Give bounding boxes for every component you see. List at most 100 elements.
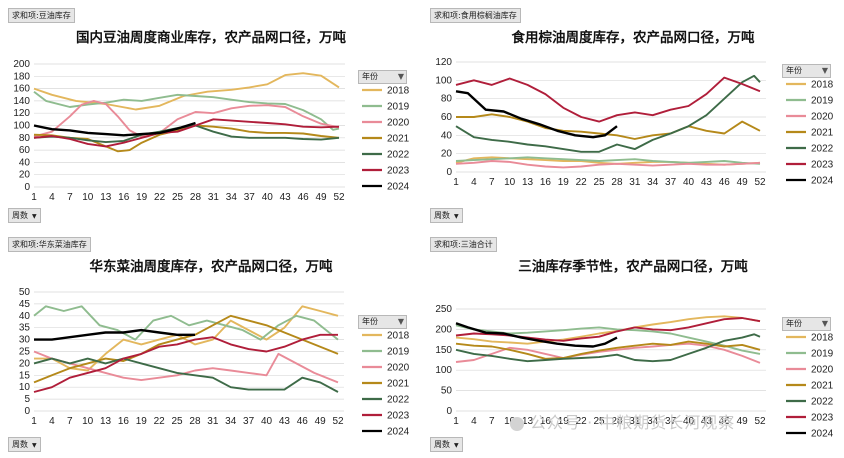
week-field-button[interactable]: 周数 ▼ [430,208,463,223]
series-line-2023 [33,118,340,148]
filter-icon: ▼ [821,319,828,328]
legend-title: 年份 [786,319,802,328]
watermark: 公众号 · 中粮期货长河观察 [510,409,735,433]
legend-title: 年份 [786,66,802,75]
filter-icon: ▼ [821,66,828,75]
week-field-button[interactable]: 周数 ▼ [8,208,41,223]
dropdown-arrow-icon: ▼ [454,213,459,220]
series-line-2024 [33,121,196,137]
legend-title: 年份 [362,72,378,81]
x-tick-label: 19 [558,416,570,427]
x-tick-label: 34 [647,416,659,427]
series-line-2021 [33,314,339,384]
y-tick-label: 20 [19,170,31,181]
legend-filter-button[interactable]: 年份 ▼ [358,315,407,329]
series-line-2018 [33,72,340,111]
x-tick-label: 4 [471,177,477,188]
x-tick-label: 25 [594,416,606,427]
x-tick-label: 49 [737,177,749,188]
y-tick-label: 40 [441,130,453,141]
series-line-2024 [455,90,618,139]
x-tick-label: 4 [49,192,55,203]
y-tick-label: 60 [441,112,453,123]
wechat-icon [510,416,524,431]
series-line-2019 [33,305,339,341]
x-tick-label: 7 [67,416,73,427]
x-tick-label: 34 [226,192,238,203]
x-tick-label: 46 [719,416,731,427]
x-tick-label: 28 [611,416,623,427]
series-line-2018 [34,305,339,372]
x-tick-label: 25 [172,416,184,427]
y-tick-label: 140 [13,96,30,107]
y-tick-label: 150 [435,345,452,356]
legend-label-2019: 2019 [387,347,410,358]
x-tick-label: 16 [118,192,130,203]
pivot-field-tag[interactable]: 求和项:华东菜油库存 [8,237,91,252]
x-tick-label: 31 [629,177,641,188]
legend-label-2024: 2024 [811,176,834,187]
y-tick-label: 5 [24,394,30,405]
legend-filter-button[interactable]: 年份 ▼ [358,70,407,84]
chart-title: 华东菜油周度库存，农产品网口径，万吨 [89,259,333,275]
y-tick-label: 180 [13,71,30,82]
legend-label-2022: 2022 [387,395,410,406]
x-tick-label: 1 [31,416,37,427]
series-line-2021 [33,124,340,153]
y-tick-label: 35 [19,323,31,334]
x-tick-label: 22 [576,177,588,188]
x-tick-label: 10 [504,177,516,188]
week-field-button[interactable]: 周数 ▼ [430,437,463,452]
x-tick-label: 13 [100,192,112,203]
week-field-label: 周数 [434,440,450,449]
y-tick-label: 200 [13,59,30,70]
week-field-label: 周数 [434,211,450,220]
x-tick-label: 7 [489,177,495,188]
x-tick-label: 19 [558,177,570,188]
y-tick-label: 120 [435,57,452,68]
y-tick-label: 0 [24,406,30,417]
series-line-2021 [455,340,761,360]
legend-label-2020: 2020 [387,363,410,374]
week-field-button[interactable]: 周数 ▼ [8,437,41,452]
x-tick-label: 4 [49,416,55,427]
dropdown-arrow-icon: ▼ [32,213,37,220]
legend-label-2023: 2023 [811,160,834,171]
series-line-2023 [455,76,761,123]
legend-label-2024: 2024 [811,429,834,440]
x-tick-label: 13 [100,416,112,427]
chart-panel-palm-oil: 求和项:食用棕榈油库存 食用棕油周度库存，农产品网口径，万吨 0 20 40 60 80… [422,0,844,229]
x-tick-label: 22 [576,416,588,427]
dropdown-arrow-icon: ▼ [32,442,37,449]
y-tick-label: 0 [24,182,30,193]
legend-filter-button[interactable]: 年份 ▼ [782,317,831,331]
series-line-2022 [455,333,761,363]
legend-label-2020: 2020 [811,112,834,123]
x-tick-label: 19 [136,416,148,427]
x-tick-label: 10 [82,416,94,427]
y-tick-label: 10 [19,382,31,393]
legend-label-2023: 2023 [387,166,410,177]
x-tick-label: 31 [208,192,220,203]
series-line-2019 [455,156,761,165]
x-tick-label: 16 [540,177,552,188]
legend-title: 年份 [362,317,378,326]
x-tick-label: 13 [522,177,534,188]
filter-icon: ▼ [397,72,404,81]
y-tick-label: 60 [19,145,31,156]
x-tick-label: 37 [665,177,677,188]
chart-plot: 0 50 100 150 200 250 1 4 7 10 13 16 19 22 25 28 31 34 37 40… [435,304,834,440]
legend-label-2023: 2023 [811,413,834,424]
pivot-field-tag[interactable]: 求和项:食用棕榈油库存 [430,8,521,23]
pivot-field-tag[interactable]: 求和项:三油合计 [430,237,497,252]
x-tick-label: 37 [665,416,677,427]
legend-label-2021: 2021 [387,379,410,390]
series-line-2023 [33,333,338,393]
y-tick-label: 100 [13,121,30,132]
x-tick-label: 52 [332,416,344,427]
x-tick-label: 46 [298,192,310,203]
pivot-field-tag[interactable]: 求和项:豆油库存 [8,8,75,23]
y-tick-label: 45 [19,299,31,310]
legend-filter-button[interactable]: 年份 ▼ [782,64,831,78]
